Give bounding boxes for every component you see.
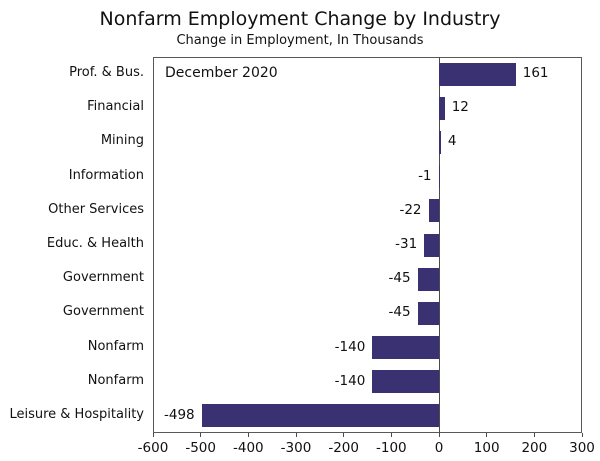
x-axis-tick-label: 300 [569, 440, 595, 456]
category-label: Leisure & Hospitality [9, 406, 144, 422]
x-axis-tick [343, 433, 345, 437]
x-axis-tick [438, 433, 440, 437]
x-axis-tick-label: -400 [233, 440, 264, 456]
value-label: -498 [163, 406, 195, 423]
value-label: -45 [388, 270, 411, 287]
category-label: Other Services [48, 201, 144, 217]
value-label: -140 [334, 372, 366, 389]
value-label: -31 [395, 236, 418, 252]
bar [424, 233, 439, 257]
bar [439, 62, 516, 86]
x-axis-tick-label: 100 [473, 440, 500, 456]
x-axis-tick [581, 433, 583, 437]
x-axis-tick [533, 433, 535, 437]
value-label: -22 [399, 201, 422, 218]
category-label: Nonfarm [87, 338, 144, 354]
category-label: Financial [87, 99, 144, 115]
x-axis-tick-label: 0 [434, 440, 444, 456]
value-label: -45 [388, 304, 411, 321]
bar [372, 370, 439, 394]
bar [428, 199, 439, 223]
plot-area [153, 57, 582, 433]
value-label: -1 [418, 167, 432, 184]
category-label: Prof. & Bus. [69, 65, 144, 81]
x-axis-tick-label: 200 [521, 440, 548, 456]
x-axis-tick [247, 433, 249, 437]
x-axis-tick [486, 433, 488, 437]
x-axis-tick-label: -100 [376, 440, 407, 456]
x-axis-tick [200, 433, 202, 437]
bar [439, 96, 445, 120]
x-axis-tick-label: -600 [137, 440, 169, 456]
value-label: 4 [447, 133, 457, 150]
x-axis-tick [295, 433, 297, 437]
value-label: -140 [334, 338, 366, 355]
bar [439, 130, 441, 154]
value-label: 161 [522, 65, 549, 82]
bar [417, 267, 439, 291]
bar [201, 404, 439, 428]
x-axis-tick-label: -300 [280, 440, 312, 456]
x-axis-tick-label: -500 [185, 440, 216, 456]
x-axis-tick-label: -200 [328, 440, 359, 456]
category-label: Educ. & Health [46, 236, 144, 251]
chart-subtitle: Change in Employment, In Thousands [176, 33, 424, 48]
chart-title: Nonfarm Employment Change by Industry [99, 8, 501, 30]
x-axis-tick [152, 433, 154, 437]
zero-line [438, 57, 440, 433]
bar [417, 301, 439, 325]
x-axis-tick [390, 433, 392, 437]
category-label: Government [62, 270, 144, 286]
category-label: Mining [100, 133, 144, 149]
category-label: Information [68, 167, 144, 183]
annotation-date: December 2020 [165, 65, 278, 81]
bar [372, 336, 439, 360]
category-label: Government [62, 304, 144, 320]
category-label: Nonfarm [87, 372, 144, 388]
value-label: 12 [451, 99, 469, 116]
